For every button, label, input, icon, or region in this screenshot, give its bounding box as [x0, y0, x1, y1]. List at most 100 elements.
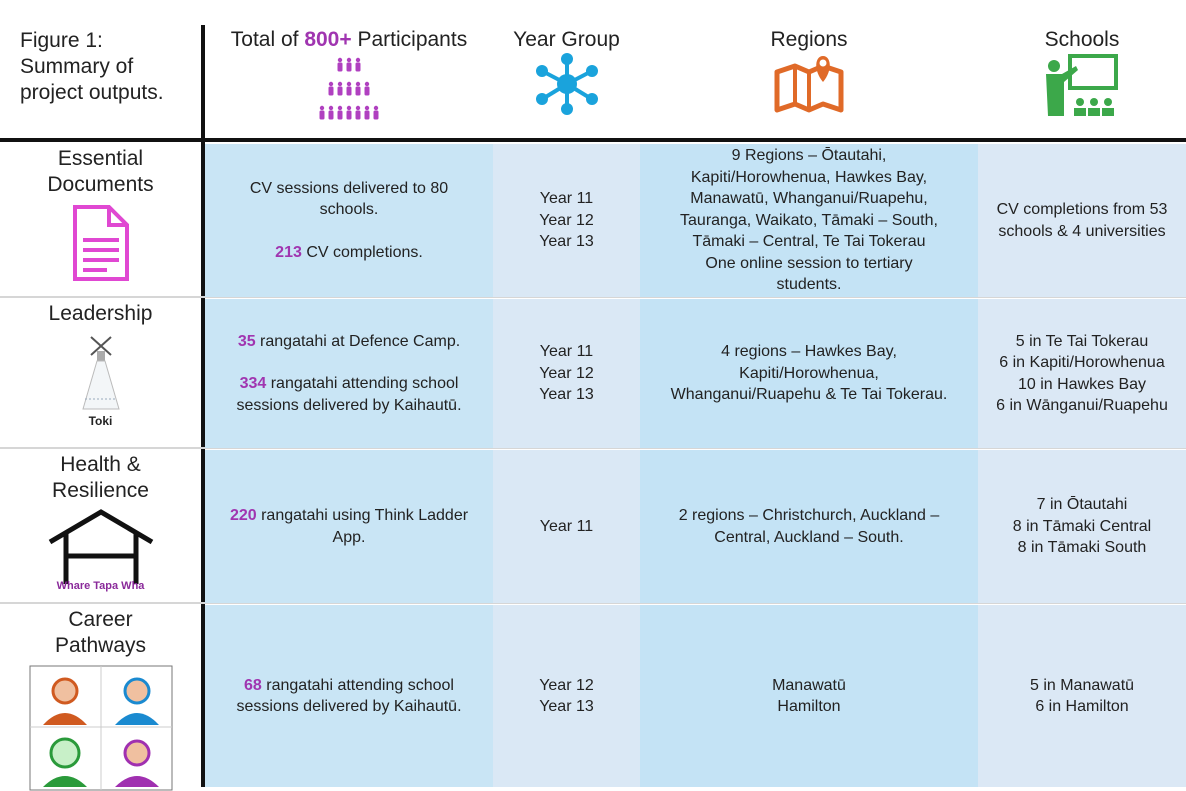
- row-label-line: Health &: [60, 453, 141, 476]
- text-line: 9 Regions – Ōtautahi,: [731, 147, 887, 165]
- text-line: 6 in Kapiti/Horowhenua: [999, 354, 1165, 371]
- text-line: 2 regions – Christchurch, Auckland –: [678, 507, 940, 524]
- text-line: 334 rangatahi attending school: [236, 373, 461, 395]
- schools-cell: 5 in Te Tai Tokerau 6 in Kapiti/Horowhenu…: [978, 299, 1186, 448]
- text-line: 6 in Hamilton: [1035, 698, 1129, 715]
- text-line: 35 rangatahi at Defence Camp.: [238, 331, 460, 353]
- header-cell: Total of 800+ Participants: [205, 0, 493, 138]
- text-line: Year 11: [539, 517, 594, 535]
- text-line: 8 in Tāmaki Central: [1012, 517, 1152, 535]
- text-line: One online session to tertiary: [705, 254, 913, 272]
- text-line: schools.: [319, 201, 379, 219]
- row-label: Leadership: [0, 297, 201, 327]
- paragraph: CV sessions delivered to 80 schools.: [250, 178, 448, 221]
- row-separator: [0, 296, 1186, 298]
- text-line: Tauranga, Waikato, Tāmaki – South,: [680, 211, 938, 229]
- document-icon: [72, 205, 129, 281]
- highlight-number: 35: [237, 332, 256, 350]
- toki-icon: [81, 336, 120, 410]
- text-line: Whanganui/Ruapehu & Te Tai Tokerau.: [670, 386, 948, 404]
- year-group-cell: Year 12 Year 13: [493, 605, 640, 787]
- year-group-cell: Year 11 Year 12 Year 13: [493, 299, 640, 448]
- header-cell: Year Group: [493, 0, 640, 138]
- text-line: sessions delivered by Kaihautū.: [236, 396, 462, 414]
- text-line: Year 13: [539, 386, 594, 404]
- paragraph: 35 rangatahi at Defence Camp.: [238, 331, 460, 353]
- header-cell: Schools: [978, 0, 1186, 138]
- text-line: CV completions from 53: [996, 201, 1168, 218]
- header-title: Regions: [770, 28, 848, 51]
- text-line: Tāmaki – Central, Te Tai Tokerau: [692, 233, 926, 251]
- text-line: 6 in Wānganui/Ruapehu: [996, 397, 1168, 414]
- text-line: 5 in Manawatū: [1029, 676, 1135, 694]
- column-rule: [201, 25, 205, 787]
- network-icon: [535, 53, 598, 115]
- schools-cell: 7 in Ōtautahi 8 in Tāmaki Central 8 in Tām…: [978, 450, 1186, 603]
- text-line: Year 13: [539, 698, 594, 715]
- teacher-icon: [1046, 54, 1118, 116]
- row-label-line: Pathways: [54, 634, 147, 657]
- regions-cell: 9 Regions – Ōtautahi, Kapiti/Horowhenua, …: [640, 144, 978, 297]
- year-group-cell: Year 11: [493, 450, 640, 603]
- participants-cell: 35 rangatahi at Defence Camp. 334 rangata…: [205, 299, 493, 448]
- year-group-cell: Year 11 Year 12 Year 13: [493, 144, 640, 297]
- highlight-number: 220: [229, 507, 257, 524]
- text: Participants: [351, 28, 468, 51]
- text-line: 4 regions – Hawkes Bay,: [721, 343, 897, 361]
- text-line: Hamilton: [777, 698, 841, 715]
- participants-icon: [319, 57, 379, 120]
- schools-cell: 5 in Manawatū 6 in Hamilton: [978, 605, 1186, 787]
- text-line: 220 rangatahi using Think Ladder: [230, 505, 468, 527]
- row-label-line: Resilience: [52, 479, 149, 502]
- text-line: 68 rangatahi attending school: [236, 675, 461, 697]
- regions-cell: 2 regions – Christchurch, Auckland – Cent…: [640, 450, 978, 603]
- highlight-number: 334: [239, 375, 267, 393]
- text-line: Year 13: [539, 233, 594, 251]
- text-line: schools & 4 universities: [998, 222, 1166, 240]
- text-line: 7 in Ōtautahi: [1036, 496, 1128, 514]
- row-label-cell: Leadership Toki: [0, 297, 201, 448]
- header-title: Year Group: [513, 28, 620, 51]
- text-line: sessions delivered by Kaihautū.: [236, 698, 462, 715]
- text-line: Kapiti/Horowhenua,: [739, 364, 879, 382]
- text-line: students.: [776, 276, 842, 294]
- caption-line: Summary of: [20, 55, 134, 78]
- header-cell: Regions: [640, 0, 978, 138]
- paragraph: 334 rangatahi attending school sessions d…: [236, 373, 461, 416]
- row-label: Essential Documents: [0, 142, 201, 198]
- text-line: CV sessions delivered to 80: [249, 179, 449, 197]
- text: CV completions.: [301, 243, 423, 261]
- highlight-number: 800+: [304, 28, 352, 51]
- header-rule: [0, 138, 1186, 142]
- text-line: Manawatū: [772, 676, 846, 694]
- highlight-number: 213: [275, 243, 302, 261]
- participants-cell: 220 rangatahi using Think Ladder App.: [205, 450, 493, 603]
- icon-caption: Whare Tapa Wha: [56, 580, 145, 592]
- row-label-line: Career: [68, 608, 133, 631]
- participants-cell: 68 rangatahi attending school sessions de…: [205, 605, 493, 787]
- text: rangatahi attending school: [266, 375, 459, 393]
- caption-line: project outputs.: [20, 81, 164, 104]
- text-line: Year 11: [539, 343, 594, 361]
- text-line: 10 in Hawkes Bay: [1017, 375, 1147, 393]
- row-label-line: Essential: [57, 147, 144, 170]
- text-line: Year 12: [539, 364, 594, 382]
- paragraph: 213 CV completions.: [275, 242, 423, 264]
- highlight-number: 68: [244, 676, 262, 694]
- paragraph: 220 rangatahi using Think Ladder App.: [230, 505, 468, 548]
- text-line: Kapiti/Horowhenua, Hawkes Bay,: [690, 168, 928, 186]
- text-line: Central, Auckland – South.: [714, 528, 904, 546]
- header-title: Total of 800+ Participants: [205, 0, 493, 52]
- text-line: Year 11: [539, 190, 594, 208]
- icon-caption: Toki: [88, 414, 113, 428]
- row-label-cell: Health & Resilience Whare Tapa Wha: [0, 448, 201, 603]
- row-separator: [0, 602, 1186, 604]
- house-icon: [48, 509, 153, 584]
- text: Total of: [230, 28, 305, 51]
- row-separator: [0, 447, 1186, 449]
- participants-cell: CV sessions delivered to 80 schools. 213 C…: [205, 144, 493, 297]
- row-label-line: Leadership: [48, 302, 153, 325]
- regions-cell: 4 regions – Hawkes Bay, Kapiti/Horowhenua…: [640, 299, 978, 448]
- text: rangatahi attending school: [261, 676, 454, 694]
